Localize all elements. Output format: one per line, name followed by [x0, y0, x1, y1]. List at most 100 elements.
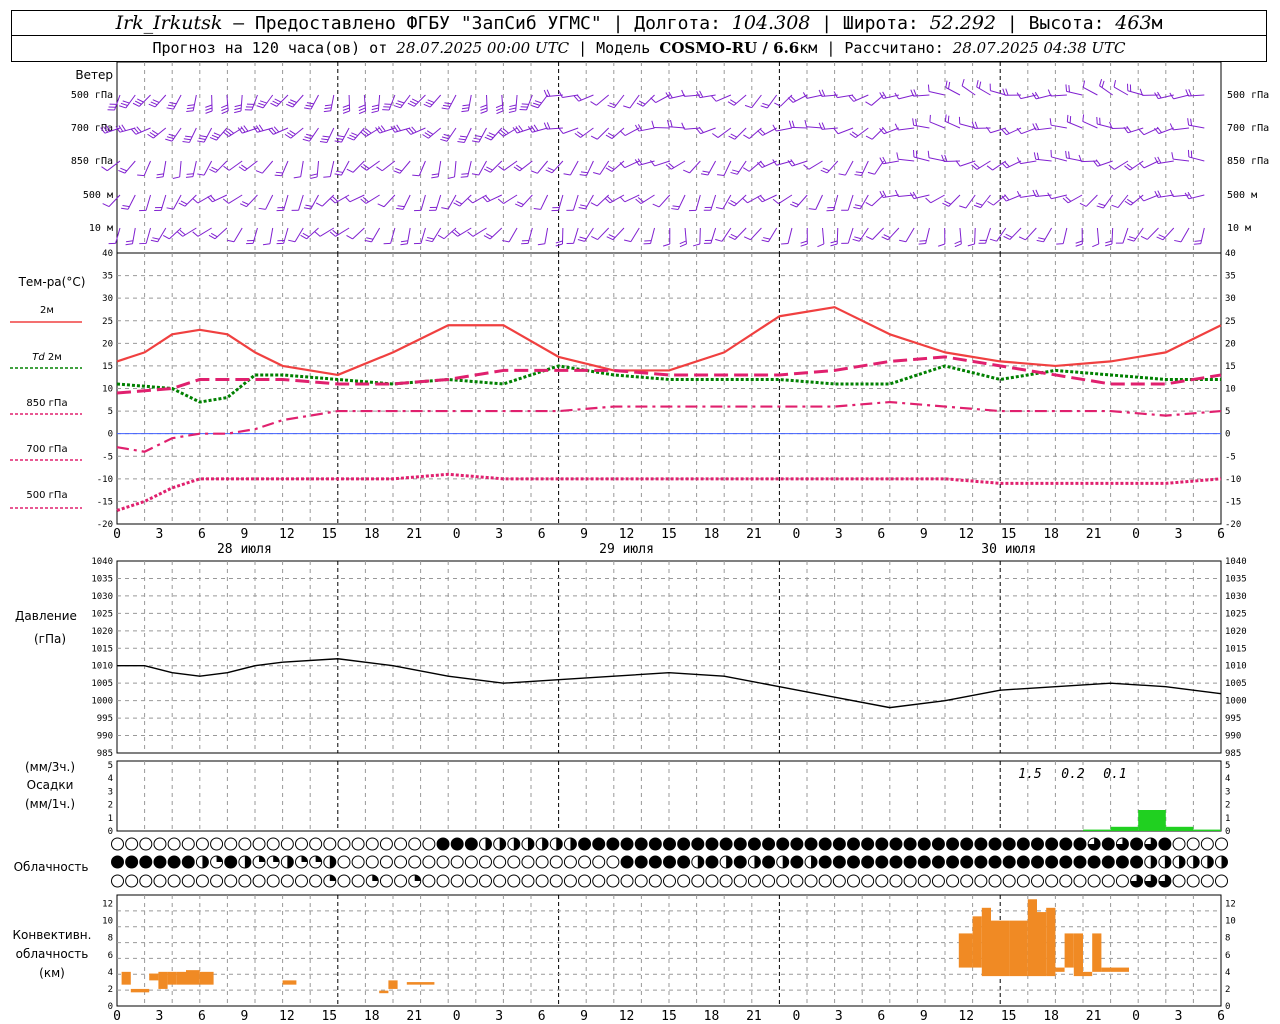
cloud-symbol-fill — [663, 856, 676, 868]
wind-barb-feather — [258, 124, 264, 131]
wind-barb — [734, 127, 747, 140]
wind-barb-feather — [100, 127, 106, 134]
cloud-symbol-fill — [918, 856, 931, 868]
wind-level-label: 500 м — [1227, 190, 1257, 201]
cloud-symbol — [309, 837, 323, 851]
wind-barb-feather — [804, 119, 808, 127]
wind-barb — [265, 194, 274, 210]
wind-barb-feather — [275, 171, 283, 174]
cloud-symbol-fill — [1158, 875, 1171, 888]
wind-barb-feather — [623, 239, 632, 243]
convective-bar — [991, 920, 1010, 977]
wind-barb-feather — [119, 105, 126, 109]
cloud-symbol-fill — [1179, 856, 1186, 868]
time-tick: 0 — [113, 527, 121, 542]
wind-barb-feather — [515, 126, 521, 133]
wind-barb — [467, 160, 472, 177]
wind-barb — [928, 157, 945, 162]
wind-barb — [173, 94, 182, 110]
wind-barb-feather — [427, 99, 435, 103]
cloud-symbol — [252, 837, 266, 851]
cloud-symbol — [988, 874, 1002, 888]
wind-barb — [766, 94, 778, 109]
wind-barb-feather — [787, 97, 794, 103]
cloud-symbol-fill — [153, 856, 166, 868]
wind-barb-feather — [397, 205, 405, 208]
cloud-symbol-fill — [202, 856, 209, 868]
time-tick: 0 — [1132, 527, 1140, 542]
wind-barb — [768, 227, 778, 242]
wind-barb-feather — [1032, 189, 1037, 197]
wind-barb-feather — [619, 162, 626, 168]
cloud-symbol — [295, 837, 308, 851]
wind-barb — [145, 227, 152, 244]
cloud-symbol — [379, 837, 393, 851]
wind-barb-feather — [945, 80, 948, 88]
wind-barb-feather — [400, 243, 408, 246]
cloud-symbol-fill — [224, 856, 237, 868]
time-tick-bottom: 18 — [1043, 1009, 1059, 1024]
cloud-symbol — [592, 874, 606, 888]
wind-barb-feather — [818, 122, 823, 130]
cloud-symbol-fill — [762, 838, 775, 850]
wind-barb — [1051, 124, 1067, 129]
wind-barb-feather — [772, 124, 777, 132]
temp-axis-tick: 30 — [102, 294, 113, 304]
wind-barb-feather — [497, 131, 504, 137]
cloud-symbol — [167, 874, 181, 888]
wind-barb-feather — [302, 232, 310, 238]
wind-barb-feather — [757, 196, 763, 203]
wind-barb-feather — [440, 138, 448, 142]
wind-barb — [1114, 160, 1129, 170]
time-tick-bottom: 21 — [1086, 1009, 1102, 1024]
wind-barb — [642, 94, 655, 107]
time-tick-bottom: 18 — [704, 1009, 720, 1024]
wind-barb-feather — [637, 158, 643, 165]
lon-value: 104.308 — [731, 12, 811, 34]
wind-barb-feather — [431, 176, 439, 179]
wind-barb — [985, 227, 991, 244]
wind-level-label: 700 гПа — [1227, 123, 1269, 134]
alt-value: 463 — [1115, 12, 1152, 34]
wind-barb — [168, 227, 182, 240]
cloud-symbol-fill — [833, 856, 846, 868]
pressure-title: Давление — [15, 609, 77, 623]
cloud-symbol — [337, 837, 351, 851]
cloud-symbol — [663, 874, 676, 888]
wind-barb-feather — [286, 103, 293, 108]
wind-barb-feather — [849, 133, 856, 139]
temp-axis-tick: -15 — [97, 497, 113, 507]
wind-barb — [853, 94, 869, 102]
wind-barb-feather — [800, 240, 808, 244]
wind-barb-feather — [851, 94, 857, 101]
wind-barb-feather — [288, 239, 296, 243]
wind-barb-feather — [211, 166, 219, 171]
wind-barb-feather — [371, 104, 379, 108]
pressure-axis-tick: 1000 — [1225, 697, 1247, 707]
series-td2m — [116, 364, 1221, 404]
wind-barb-feather — [1016, 157, 1021, 164]
cloud-symbol-fill — [734, 838, 747, 850]
wind-barb-feather — [580, 171, 588, 174]
wind-barb-feather — [134, 100, 142, 105]
cloud-symbol-fill — [1102, 856, 1115, 868]
wind-barb-feather — [1082, 80, 1086, 88]
wind-barb-feather — [496, 110, 504, 115]
cloud-symbol-fill — [989, 856, 1002, 868]
wind-barb-feather — [1004, 161, 1010, 167]
cloud-symbol-fill — [918, 838, 931, 850]
time-tick-bottom: 12 — [619, 1009, 635, 1024]
wind-barb — [1200, 227, 1205, 244]
wind-barb-feather — [293, 176, 301, 179]
wind-barb-feather — [662, 243, 670, 247]
wind-barb-feather — [851, 131, 859, 137]
wind-barb-feather — [210, 232, 218, 238]
wind-barb-feather — [483, 235, 491, 240]
cloud-symbol-fill — [663, 838, 676, 850]
wind-barb-feather — [205, 110, 213, 114]
wind-barb-feather — [227, 239, 235, 243]
cloud-symbol — [365, 855, 379, 869]
time-tick-bottom: 15 — [321, 1009, 337, 1024]
pressure-axis-tick: 1005 — [91, 679, 113, 689]
cloud-symbol — [479, 855, 492, 869]
